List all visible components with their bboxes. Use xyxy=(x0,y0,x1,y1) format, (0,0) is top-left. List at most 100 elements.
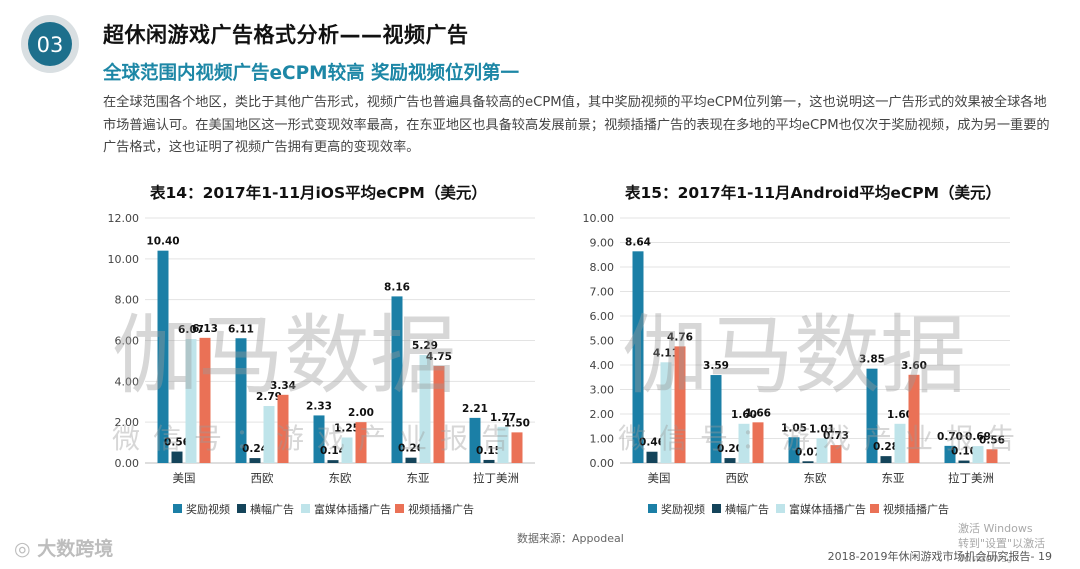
android-legend-label: 视频插播广告 xyxy=(883,502,949,516)
ios-bar xyxy=(391,296,403,463)
android-bar xyxy=(752,422,764,463)
ios-bar xyxy=(235,338,247,463)
ios-bar xyxy=(483,459,495,463)
ios-y-tick-label: 4.00 xyxy=(115,375,140,388)
ios-bar xyxy=(511,432,523,463)
android-y-tick-label: 8.00 xyxy=(590,261,615,274)
logo-icon: ◎ xyxy=(14,538,38,560)
chart-ios-title: 表14：2017年1-11月iOS平均eCPM（美元） xyxy=(150,184,487,202)
android-legend-label: 奖励视频 xyxy=(661,502,705,516)
ios-category-label: 拉丁美洲 xyxy=(473,471,519,485)
ios-data-label: 8.16 xyxy=(384,281,410,293)
ios-bar xyxy=(341,437,353,463)
ios-data-label: 0.15 xyxy=(476,445,502,457)
footer-page-label: 2018-2019年休闲游戏市场机会研究报告- 19 xyxy=(827,550,1052,563)
ios-bar xyxy=(355,422,367,463)
android-bar xyxy=(880,456,892,463)
android-data-label: 8.64 xyxy=(625,236,651,248)
ios-category-label: 美国 xyxy=(173,471,196,485)
ios-bar xyxy=(249,458,261,463)
android-category-label: 东亚 xyxy=(882,471,905,485)
page-subtitle: 全球范围内视频广告eCPM较高 奖励视频位列第一 xyxy=(103,63,520,84)
windows-activation-hint: 转到"设置"以激活 Windows。 xyxy=(958,537,1046,565)
ios-bar xyxy=(433,366,445,463)
ios-bar xyxy=(185,339,197,463)
android-bar xyxy=(944,445,956,463)
ios-data-label: 6.07 xyxy=(178,324,204,336)
android-data-label: 1.05 xyxy=(781,422,807,434)
android-data-label: 0.07 xyxy=(795,446,821,458)
android-y-tick-label: 7.00 xyxy=(590,286,615,299)
ios-data-label: 2.21 xyxy=(462,403,488,415)
ios-data-label: 1.50 xyxy=(504,417,530,429)
ios-data-label: 1.25 xyxy=(334,422,360,434)
android-data-label: 1.60 xyxy=(731,409,757,421)
ios-data-label: 6.11 xyxy=(228,323,254,335)
android-legend-label: 横幅广告 xyxy=(725,502,769,516)
android-bar xyxy=(802,461,814,463)
android-data-label: 3.60 xyxy=(901,360,927,372)
android-bar xyxy=(958,460,970,463)
android-bar xyxy=(646,451,658,463)
badge-number: 03 xyxy=(37,33,64,57)
android-bar xyxy=(660,362,672,463)
ios-y-tick-label: 6.00 xyxy=(115,335,140,348)
android-bar xyxy=(972,446,984,463)
android-y-tick-label: 1.00 xyxy=(590,433,615,446)
android-bar xyxy=(674,346,686,463)
ios-bar xyxy=(277,394,289,463)
ios-bar xyxy=(263,406,275,463)
chart-android: 0.00 1.00 2.00 3.00 4.00 5.00 6.00 7.00 8.00 9.00… xyxy=(583,212,1010,516)
ios-category-label: 西欧 xyxy=(251,471,274,485)
android-y-tick-label: 6.00 xyxy=(590,310,615,323)
android-data-label: 0.56 xyxy=(979,434,1005,446)
ios-legend-label: 富媒体插播广告 xyxy=(314,502,391,516)
ios-legend-label: 视频插播广告 xyxy=(408,502,474,516)
android-bar xyxy=(724,458,736,463)
android-bar xyxy=(632,251,644,463)
android-data-label: 0.69 xyxy=(965,431,991,443)
ios-data-label: 6.13 xyxy=(192,323,218,335)
windows-activation-notice: 激活 Windows 转到"设置"以激活 Windows。 xyxy=(958,521,1080,566)
android-data-label: 0.28 xyxy=(873,441,899,453)
ios-bar xyxy=(419,354,431,463)
android-data-label: 1.66 xyxy=(745,407,771,419)
ios-data-label: 4.75 xyxy=(426,351,452,363)
android-legend-swatch xyxy=(712,504,721,513)
android-bar xyxy=(908,374,920,463)
android-data-label: 4.76 xyxy=(667,331,693,343)
ios-bar xyxy=(469,417,481,463)
android-data-label: 1.01 xyxy=(809,423,835,435)
ios-data-label: 2.79 xyxy=(256,391,282,403)
android-data-label: 0.46 xyxy=(639,437,665,449)
ios-y-tick-label: 2.00 xyxy=(115,416,140,429)
android-category-label: 美国 xyxy=(648,471,671,485)
ios-legend-swatch xyxy=(173,504,182,513)
ios-y-tick-label: 8.00 xyxy=(115,294,140,307)
ios-y-tick-label: 12.00 xyxy=(108,212,140,225)
android-legend-swatch xyxy=(870,504,879,513)
ios-data-label: 0.56 xyxy=(164,437,190,449)
android-data-label: 0.73 xyxy=(823,430,849,442)
android-category-label: 西欧 xyxy=(726,471,749,485)
ios-data-label: 3.34 xyxy=(270,380,296,392)
android-category-label: 拉丁美洲 xyxy=(948,471,994,485)
android-legend-swatch xyxy=(648,504,657,513)
android-bar xyxy=(788,437,800,463)
page-title: 超休闲游戏广告格式分析——视频广告 xyxy=(103,23,469,47)
ios-bar xyxy=(327,460,339,463)
android-bar xyxy=(816,438,828,463)
ios-data-label: 2.00 xyxy=(348,407,374,419)
android-y-tick-label: 10.00 xyxy=(583,212,615,225)
ios-data-label: 5.29 xyxy=(412,340,438,352)
android-bar xyxy=(830,445,842,463)
ios-legend-swatch xyxy=(301,504,310,513)
android-data-label: 0.20 xyxy=(717,443,743,455)
ios-legend-label: 横幅广告 xyxy=(250,502,294,516)
android-y-tick-label: 0.00 xyxy=(590,457,615,470)
android-bar xyxy=(894,423,906,463)
android-category-label: 东欧 xyxy=(804,471,827,485)
ios-data-label: 1.77 xyxy=(490,412,516,424)
ios-bar xyxy=(157,250,169,463)
android-legend-swatch xyxy=(776,504,785,513)
